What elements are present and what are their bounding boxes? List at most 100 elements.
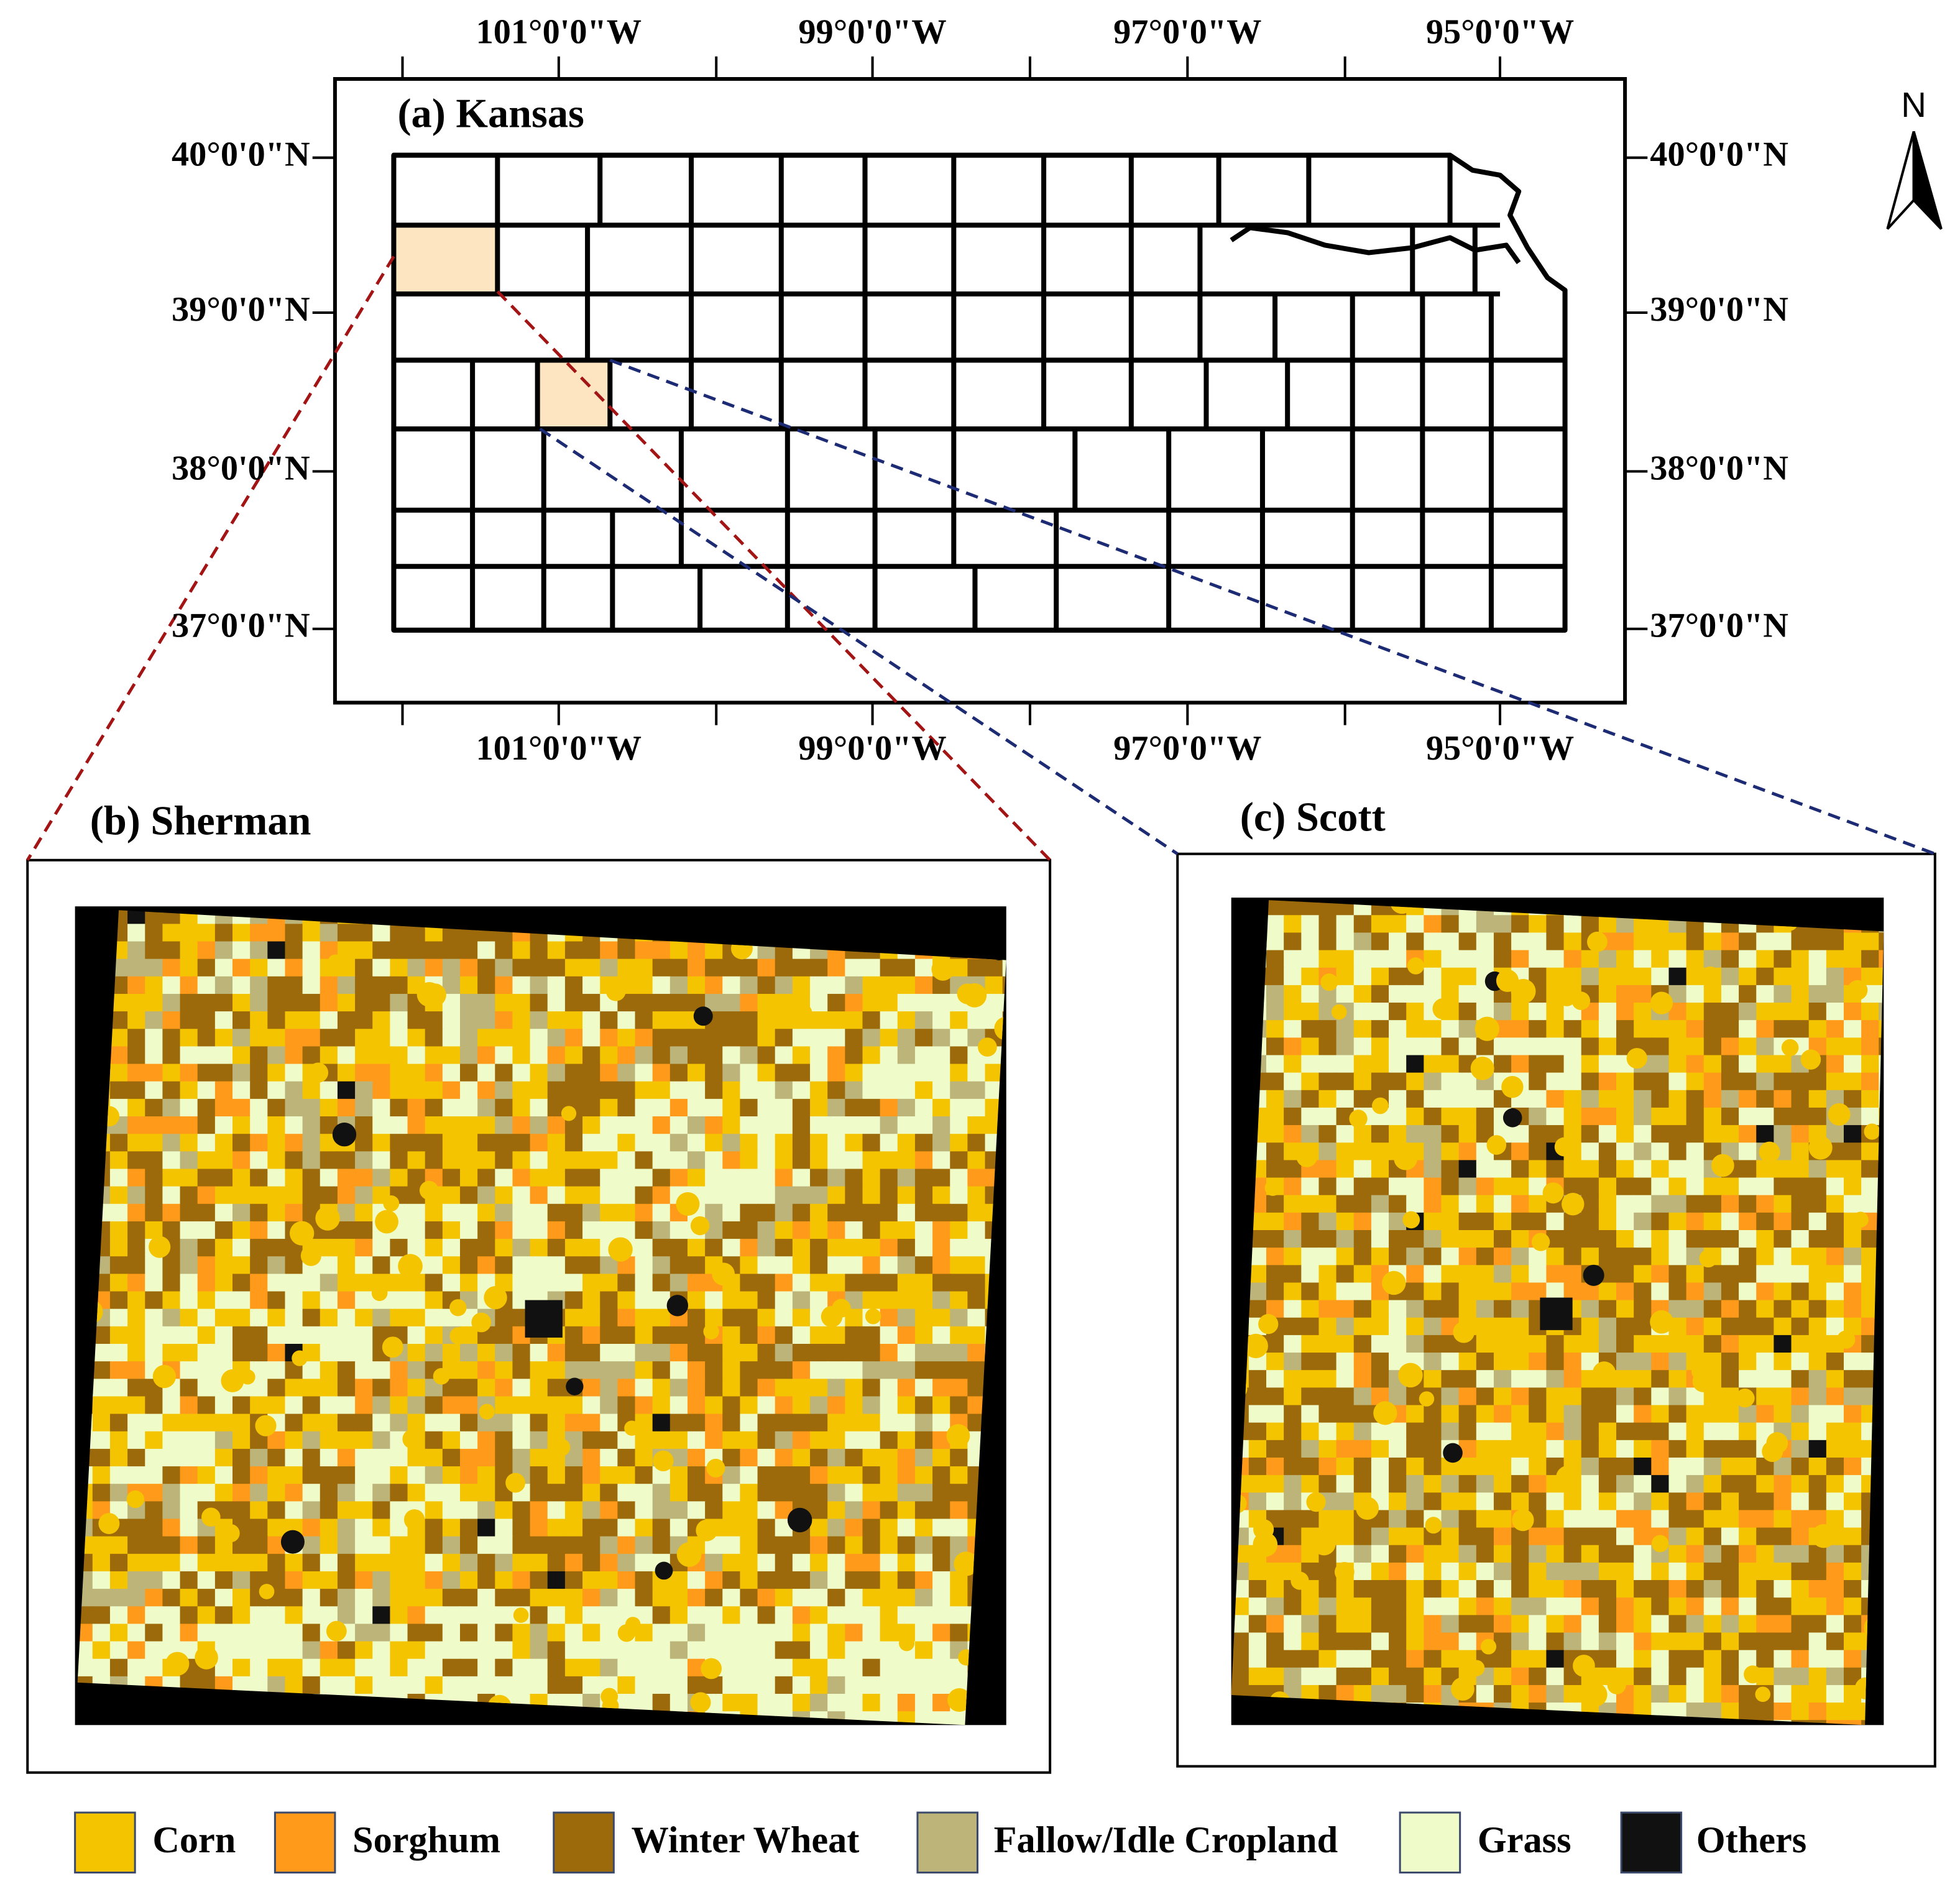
field <box>337 1431 356 1450</box>
field <box>740 1466 758 1485</box>
field <box>442 1658 461 1677</box>
field <box>1406 1562 1425 1581</box>
field <box>127 1029 146 1047</box>
field <box>687 1361 706 1380</box>
field <box>1284 1615 1302 1634</box>
field <box>372 993 391 1013</box>
field <box>669 1029 688 1047</box>
field <box>1511 1422 1530 1441</box>
field <box>862 1134 881 1152</box>
field <box>355 1116 374 1135</box>
field <box>162 1029 181 1047</box>
legend-swatch <box>1399 1811 1461 1874</box>
field <box>1511 1317 1530 1336</box>
field <box>1511 1003 1530 1021</box>
field <box>162 1326 181 1344</box>
field <box>1581 1248 1599 1266</box>
field <box>705 1413 724 1432</box>
field <box>180 1151 198 1170</box>
field <box>127 1134 146 1152</box>
field <box>967 1134 986 1152</box>
field <box>1511 1055 1530 1073</box>
field <box>792 976 811 995</box>
field <box>1843 1160 1862 1179</box>
field <box>845 1064 863 1082</box>
field <box>1721 1597 1740 1616</box>
field <box>1546 1615 1565 1634</box>
field <box>162 976 181 995</box>
field <box>1861 932 1880 951</box>
field <box>1721 1475 1740 1494</box>
field <box>1424 1265 1442 1284</box>
field <box>425 1624 443 1642</box>
field <box>407 1466 426 1485</box>
field <box>1634 1562 1652 1581</box>
field <box>1703 1457 1722 1476</box>
field <box>250 1291 269 1310</box>
field <box>914 1589 934 1607</box>
field <box>600 1291 619 1310</box>
field <box>109 1221 129 1240</box>
field <box>1284 1370 1302 1389</box>
field <box>792 1658 811 1677</box>
field <box>250 1169 269 1187</box>
field <box>757 1519 776 1537</box>
pivot-field <box>255 1415 277 1436</box>
field <box>1791 1457 1810 1476</box>
field <box>109 1203 129 1222</box>
field <box>792 1274 811 1292</box>
field <box>1336 1615 1355 1634</box>
field <box>1406 1527 1425 1546</box>
field <box>1791 1580 1810 1599</box>
field <box>232 1116 251 1135</box>
field <box>372 1484 391 1502</box>
field <box>127 910 146 925</box>
field <box>1686 1615 1705 1634</box>
field <box>250 1396 269 1415</box>
field <box>845 1239 863 1257</box>
field <box>495 976 513 995</box>
field <box>564 1221 584 1240</box>
field <box>1634 1003 1652 1021</box>
field <box>1843 1300 1862 1318</box>
field <box>1791 1317 1810 1336</box>
field <box>1791 1667 1810 1686</box>
field <box>1493 1545 1512 1563</box>
field <box>827 1203 846 1222</box>
field <box>845 1641 863 1660</box>
field <box>197 1098 216 1118</box>
field <box>1616 950 1635 968</box>
field <box>425 1116 443 1135</box>
field <box>635 1519 653 1537</box>
field <box>1318 1597 1337 1616</box>
field <box>1756 1702 1775 1721</box>
field <box>232 924 251 942</box>
field <box>669 1256 688 1275</box>
field <box>355 1098 374 1118</box>
field <box>1493 1353 1512 1371</box>
field <box>1756 1037 1775 1056</box>
field <box>477 1589 496 1607</box>
field <box>775 1361 793 1380</box>
field <box>1686 1229 1705 1249</box>
field <box>1529 1195 1547 1213</box>
field <box>1634 1597 1652 1616</box>
field <box>1389 1055 1407 1073</box>
field <box>197 1046 216 1065</box>
field <box>1529 1387 1547 1406</box>
field <box>1756 1107 1775 1126</box>
field <box>1371 1335 1390 1354</box>
field <box>1266 1475 1285 1494</box>
field <box>1318 1370 1337 1389</box>
field <box>145 1011 163 1030</box>
field <box>1493 1229 1512 1249</box>
field <box>127 1046 146 1065</box>
field <box>1634 1457 1652 1476</box>
field <box>232 1571 251 1590</box>
field <box>1791 1597 1810 1616</box>
field <box>845 976 863 995</box>
field <box>1843 1125 1862 1144</box>
field <box>1843 1597 1862 1616</box>
field <box>1808 1317 1827 1336</box>
field <box>477 1501 496 1520</box>
